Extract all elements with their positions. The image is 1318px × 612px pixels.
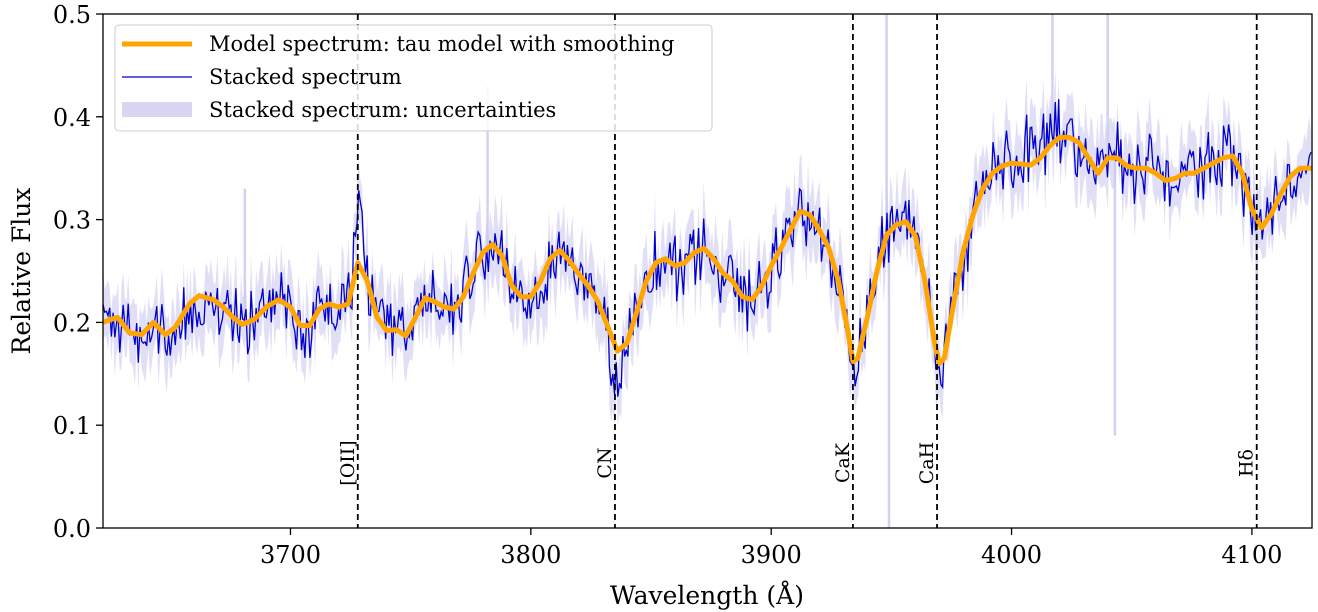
y-tick-label: 0.1: [53, 412, 91, 440]
legend-uncertainty-swatch: [122, 102, 192, 117]
y-axis-title: Relative Flux: [7, 188, 36, 355]
x-tick-label: 4100: [1221, 541, 1282, 569]
line-label-4: Hδ: [1236, 449, 1258, 477]
model-spectrum-layer: [102, 134, 1313, 366]
stacked-spectrum-layer: [102, 99, 1312, 397]
ticks-layer: 3700 3800 3900 4000 4100 0.0 0.1 0.2 0.3 0.4 0.5: [53, 1, 1283, 569]
y-tick-label: 0.3: [53, 207, 91, 235]
legend-box: [114, 24, 713, 132]
stacked-spectrum-line: [102, 99, 1312, 397]
x-tick-label: 4000: [981, 541, 1042, 569]
legend-model-label: Model spectrum: tau model with smoothing: [209, 32, 674, 56]
line-label-3: CaH: [916, 442, 938, 484]
x-axis-title: Wavelength (Å): [610, 580, 804, 610]
line-label-0: [OII]: [337, 440, 359, 485]
y-tick-label: 0.4: [53, 104, 91, 132]
y-tick-label: 0.5: [53, 1, 91, 29]
line-label-1: CN: [594, 447, 616, 478]
y-tick-label: 0.0: [53, 515, 91, 543]
x-tick-label: 3900: [741, 541, 802, 569]
plot-frame: [102, 13, 1313, 529]
x-tick-label: 3800: [500, 541, 561, 569]
y-tick-label: 0.2: [53, 309, 91, 337]
line-label-2: CaK: [832, 442, 854, 483]
x-tick-label: 3700: [260, 541, 321, 569]
legend-stacked-label: Stacked spectrum: [209, 65, 402, 89]
legend: Model spectrum: tau model with smoothing…: [114, 24, 713, 132]
model-spectrum-line: [102, 134, 1313, 366]
legend-uncertainty-label: Stacked spectrum: uncertainties: [209, 98, 556, 122]
